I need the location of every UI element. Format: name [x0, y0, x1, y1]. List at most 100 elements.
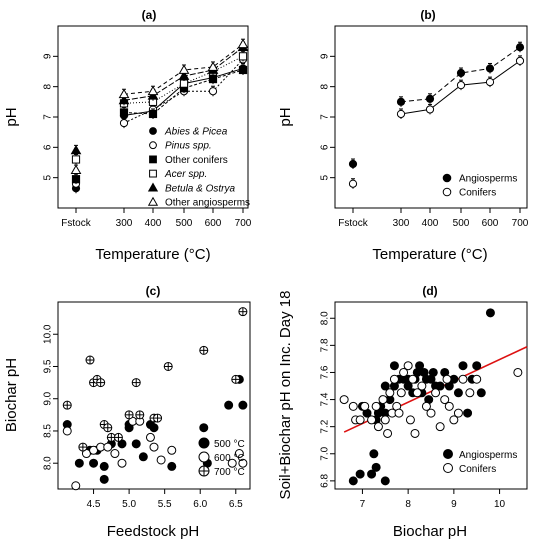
data-point-0-29 [428, 367, 438, 377]
legend-marker-2 [198, 465, 210, 477]
data-point-2-1 [78, 442, 88, 452]
panel-c: (c) Biochar pH Feedstock pH 4.5 5.0 5.5 6.0… [3, 284, 251, 540]
xtick-label-500: 500 [453, 218, 470, 229]
panel-d-ylabel: Soil+Biochar pH on Inc. Day 18 [277, 291, 294, 500]
panel-a: (a) pH Temperature (°C) 5 6 7 8 9 Fstock 300 40… [3, 8, 252, 263]
data-point-2-11 [131, 378, 141, 388]
xtick-label-Fstock: Fstock [61, 218, 91, 229]
panel-a-ylabel: pH [3, 107, 20, 126]
data-point-1-4 [485, 78, 495, 87]
data-point-2-5 [238, 65, 248, 75]
data-point-1-0 [62, 426, 72, 436]
ytick-label-7.8: 7.8 [320, 338, 331, 352]
data-point-0-3 [89, 458, 99, 468]
data-point-0-12 [380, 381, 390, 391]
legend-marker-2 [149, 155, 157, 164]
panel-d-xlabel: Biochar pH [393, 523, 467, 540]
data-point-1-7 [117, 458, 127, 468]
data-point-5-1 [118, 88, 130, 99]
xtick-label-700: 700 [512, 218, 529, 229]
data-point-1-3 [456, 81, 466, 90]
legend-label-1: Conifers [459, 464, 496, 475]
series-line-1 [123, 59, 244, 124]
ytick-label-9.5: 9.5 [43, 359, 54, 373]
data-point-1-26 [431, 388, 441, 398]
panel-b: (b) pH Temperature (°C) 5 6 7 8 9 Fstock 300 40… [277, 8, 529, 263]
data-point-0-18 [224, 400, 234, 410]
panel-b-plot: 5 6 7 8 9 Fstock 300 400 500 600 700 [320, 41, 529, 229]
data-point-1-30 [444, 401, 454, 411]
data-point-1-5 [367, 415, 377, 425]
panel-c-frame [57, 301, 251, 490]
data-point-1-16 [396, 388, 406, 398]
ytick-label-7: 7 [320, 114, 331, 120]
data-point-1-24 [421, 401, 431, 411]
legend-label-1: 600 °C [214, 453, 245, 464]
legend-label-2: 700 °C [214, 467, 245, 478]
panel-c-legend: 500 °C 600 °C 700 °C [198, 437, 245, 478]
panel-b-title: (b) [420, 8, 435, 22]
xtick-label-5: 5.0 [122, 499, 136, 510]
legend-label-0: Angiosperms [459, 450, 517, 461]
data-point-0-1 [74, 458, 84, 468]
data-point-2-2 [148, 109, 158, 119]
legend-marker-4 [147, 182, 159, 192]
data-point-1-1 [71, 481, 81, 491]
data-point-1-17 [399, 367, 409, 377]
data-point-2-9 [113, 432, 123, 442]
data-point-2-10 [124, 410, 134, 420]
data-point-1-7 [373, 422, 383, 432]
ytick-label-5: 5 [320, 174, 331, 180]
data-point-2-0 [62, 400, 72, 410]
data-point-0-12 [138, 452, 148, 462]
data-point-1-31 [449, 415, 459, 425]
legend-label-0: Angiosperms [459, 174, 517, 185]
panel-c-plot: 4.5 5.0 5.5 6.0 6.5 8.0 8.5 9.0 9.5 10.0 [43, 307, 248, 510]
data-point-1-12 [156, 455, 166, 465]
data-point-0-4 [367, 469, 377, 479]
series-line-2 [123, 69, 244, 115]
data-point-0-0 [348, 159, 358, 169]
legend-label-4: Betula & Ostrya [165, 183, 235, 194]
data-point-1-1 [348, 401, 358, 411]
ytick-label-9: 9 [43, 53, 54, 59]
data-point-0-20 [238, 400, 248, 410]
data-point-5-2 [147, 85, 159, 96]
data-point-1-25 [426, 408, 436, 418]
data-point-1-6 [371, 401, 381, 411]
ytick-label-6: 6 [43, 144, 54, 150]
data-point-1-5 [515, 56, 525, 65]
data-point-1-21 [410, 428, 420, 438]
data-point-1-29 [442, 374, 452, 384]
xtick-label-6: 6.0 [193, 499, 207, 510]
xtick-label-5.5: 5.5 [158, 499, 172, 510]
legend-marker-5 [147, 196, 159, 206]
data-point-2-4 [208, 74, 218, 84]
data-point-1-11 [385, 388, 395, 398]
ytick-label-7.4: 7.4 [320, 392, 331, 406]
data-point-1-13 [389, 374, 399, 384]
data-point-0-37 [463, 408, 473, 418]
data-point-2-1 [119, 108, 129, 117]
data-point-3-5 [238, 52, 248, 61]
data-point-1-28 [440, 395, 450, 405]
legend-marker-0 [442, 173, 452, 183]
data-point-1-17 [238, 458, 248, 468]
data-point-2-16 [199, 345, 209, 355]
data-point-0-35 [453, 388, 463, 398]
panel-a-title: (a) [142, 8, 157, 22]
xtick-label-400: 400 [422, 218, 439, 229]
panel-b-legend: Angiosperms Conifers [442, 173, 517, 199]
legend-marker-0 [198, 437, 210, 449]
legend-label-1: Pinus spp. [165, 141, 212, 152]
data-point-2-12 [135, 410, 145, 420]
legend-label-0: 500 °C [214, 439, 245, 450]
data-point-1-15 [227, 458, 237, 468]
data-point-2-18 [238, 307, 248, 317]
ytick-label-8: 8.0 [43, 456, 54, 470]
panel-a-legend: Abies & Picea Pinus spp. Other conifers Ace… [147, 127, 250, 209]
data-point-1-13 [167, 445, 177, 455]
legend-label-5: Other angiosperms [165, 198, 250, 209]
data-point-1-11 [149, 442, 159, 452]
data-point-2-15 [163, 361, 173, 371]
